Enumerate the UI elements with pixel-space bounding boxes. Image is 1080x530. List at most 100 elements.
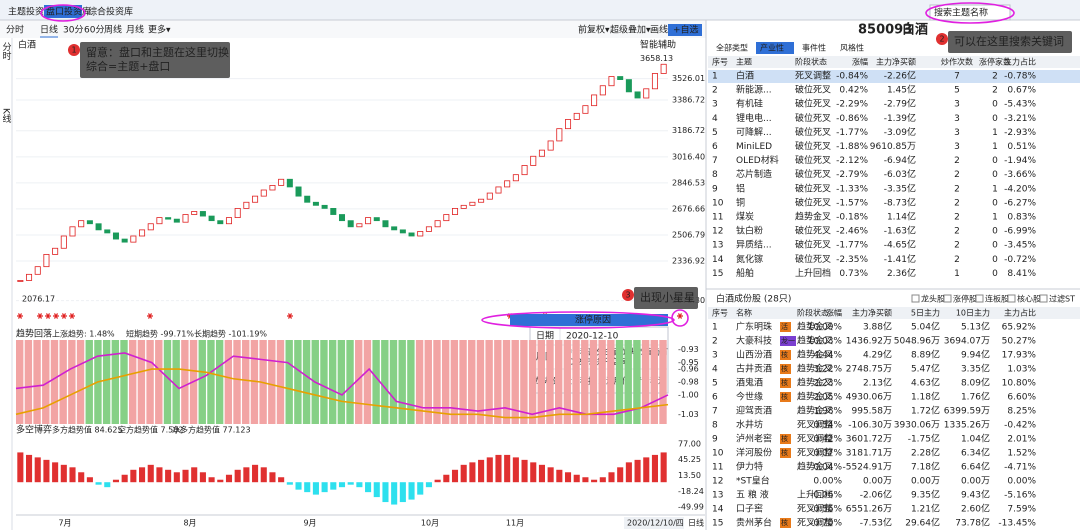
- table-cell[interactable]: 可降解...: [736, 126, 772, 138]
- table-cell[interactable]: 铜: [736, 196, 745, 208]
- tab[interactable]: 综合投资库: [88, 6, 133, 18]
- filter-label[interactable]: 涨停股: [953, 294, 977, 304]
- annotation-badge: [936, 33, 948, 45]
- table-cell: 1.14亿: [887, 211, 916, 223]
- table-header: 名称: [736, 308, 752, 318]
- period-button[interactable]: 分时: [6, 24, 24, 36]
- table-cell[interactable]: 广东明珠: [736, 321, 772, 333]
- popup-leader[interactable]: 青青稞酒: [634, 376, 666, 386]
- table-cell[interactable]: *ST皇台: [736, 475, 770, 487]
- table-cell: 破位死叉: [795, 140, 831, 152]
- table-header: 涨幅: [852, 57, 868, 67]
- add-watch-bg[interactable]: [668, 24, 702, 36]
- table-cell[interactable]: 酒鬼酒: [736, 377, 763, 389]
- game-bar: [34, 457, 41, 483]
- table-cell[interactable]: 氮化镓: [736, 253, 763, 265]
- table-cell: -6.27%: [1004, 198, 1036, 208]
- table-cell[interactable]: 船舶: [736, 267, 754, 279]
- game-bar: [312, 482, 319, 495]
- table-cell[interactable]: 贵州茅台: [736, 517, 772, 529]
- table-cell: 1.72亿: [911, 405, 940, 417]
- toolbar-button[interactable]: 前复权▾: [578, 24, 610, 36]
- annotation-badge-text: 2: [939, 35, 944, 44]
- game-bar: [608, 472, 615, 483]
- table-cell[interactable]: 白酒: [736, 70, 754, 82]
- game-bar: [625, 462, 632, 483]
- filter-label[interactable]: 龙头股: [921, 294, 945, 304]
- table-cell[interactable]: 口子窖: [736, 503, 763, 515]
- table-cell: 趋势金叉: [797, 335, 833, 347]
- toolbar-button[interactable]: +自选: [673, 24, 699, 36]
- candle: [538, 149, 545, 157]
- table-cell[interactable]: 五 粮 液: [736, 489, 769, 501]
- theme-tab[interactable]: 产业性: [760, 43, 784, 53]
- table-cell[interactable]: 洋河股份: [736, 447, 772, 459]
- stock-tag-bg: [780, 364, 791, 374]
- toolbar-button[interactable]: 画线: [650, 24, 668, 36]
- candle: [391, 226, 398, 231]
- table-cell[interactable]: 泸州老窖: [736, 433, 772, 445]
- star: [147, 313, 153, 319]
- filter-label[interactable]: 连板股: [985, 294, 1009, 304]
- side-tab[interactable]: K线: [1, 108, 12, 123]
- table-cell[interactable]: 铝: [736, 182, 745, 194]
- checkbox[interactable]: [1007, 294, 1016, 303]
- filter-label[interactable]: 核心股: [1017, 294, 1041, 304]
- period-button[interactable]: 更多▾: [148, 24, 171, 36]
- trend-stripe: [468, 340, 476, 424]
- checkbox[interactable]: [943, 294, 952, 303]
- table-cell[interactable]: OLED材料: [736, 154, 779, 166]
- checkbox[interactable]: [911, 294, 920, 303]
- table-cell[interactable]: 水井坊: [736, 419, 763, 431]
- trend-stripe: [120, 340, 128, 424]
- table-cell[interactable]: 迎驾贡酒: [736, 405, 772, 417]
- side-tab[interactable]: 分时: [1, 42, 12, 60]
- candle: [417, 230, 424, 237]
- table-cell[interactable]: 煤炭: [736, 211, 754, 223]
- popup-header: 涨停原因: [575, 314, 611, 326]
- table-cell: 破位死叉: [795, 225, 831, 237]
- candle: [269, 184, 276, 191]
- month-label: 11月: [506, 519, 524, 528]
- popup-leader[interactable]: 大豪科技: [564, 376, 596, 386]
- candle: [321, 204, 328, 209]
- table-cell[interactable]: MiniLED: [736, 142, 772, 152]
- toolbar-button[interactable]: 超级叠加▾: [610, 24, 651, 36]
- filter-label[interactable]: 过滤ST: [1049, 294, 1075, 304]
- table-cell[interactable]: 锂电电...: [736, 112, 772, 124]
- table-cell: 29.64亿: [905, 517, 940, 529]
- table-cell[interactable]: 古井贡酒: [736, 363, 772, 375]
- table-cell: 0.54%: [813, 421, 842, 431]
- candle: [512, 174, 519, 182]
- table-cell[interactable]: 今世缘: [736, 391, 763, 403]
- checkbox[interactable]: [1039, 294, 1048, 303]
- table-cell[interactable]: 大豪科技: [736, 335, 772, 347]
- period-button[interactable]: 60分: [84, 25, 104, 36]
- table-cell[interactable]: 异质结...: [736, 239, 772, 251]
- table-cell: -2.46%: [836, 227, 868, 237]
- table-cell[interactable]: 芯片制造: [736, 168, 772, 180]
- period-button[interactable]: 月线: [126, 24, 144, 36]
- theme-tab[interactable]: 全部类型: [716, 43, 748, 53]
- checkbox[interactable]: [975, 294, 984, 303]
- candle: [338, 214, 346, 222]
- candle: [530, 155, 537, 166]
- table-cell[interactable]: 钛白粉: [736, 225, 763, 237]
- table-cell[interactable]: 山西汾酒: [736, 350, 772, 361]
- assist-button[interactable]: 智能辅助: [640, 39, 676, 51]
- game-bar: [599, 477, 606, 483]
- table-cell: 0: [992, 170, 998, 180]
- popup-header-bg: [510, 314, 668, 326]
- period-button[interactable]: 周线: [104, 24, 122, 36]
- theme-tab[interactable]: 事件性: [802, 43, 826, 53]
- candle: [573, 112, 580, 120]
- theme-tab[interactable]: 风格性: [840, 43, 864, 53]
- star: [287, 313, 293, 319]
- period-button[interactable]: 日线: [40, 24, 58, 36]
- table-cell[interactable]: 新能源...: [736, 84, 772, 96]
- search-box[interactable]: [929, 4, 1011, 21]
- table-cell[interactable]: 伊力特: [736, 461, 763, 473]
- trend-stripe: [355, 340, 363, 424]
- period-button[interactable]: 30分: [63, 25, 83, 36]
- table-cell[interactable]: 有机硅: [736, 98, 763, 110]
